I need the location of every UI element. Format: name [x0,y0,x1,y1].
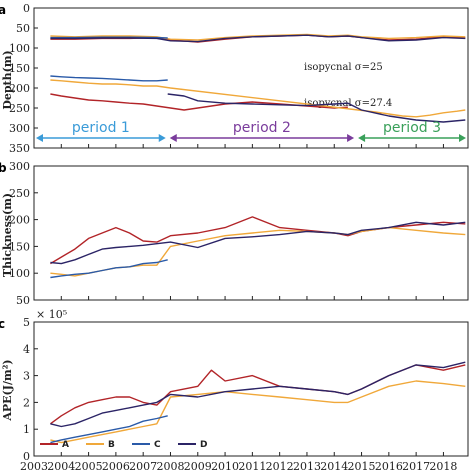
panel-c-exponent: × 10⁵ [36,308,67,321]
panel-a-frame [33,7,469,149]
panel-0-series-C-6 [50,75,168,82]
panel-letter-a: a [0,3,6,17]
xtick-label-2012: 2012 [266,460,294,473]
xtick-label-2014: 2014 [320,460,348,473]
xtick-label-2013: 2013 [293,460,321,473]
panel-c-frame [33,321,469,457]
panel-0-ytick-label-2: 100 [9,42,30,55]
panel-1-series-C-2 [50,259,168,279]
panel-a-ylabel: Depth(m) [1,50,14,109]
panel-letter-c: c [0,317,5,331]
panel-1-ytick-label-2: 150 [9,240,30,253]
panel-1-ytick-label-5: 300 [9,160,30,173]
legend-label-A: A [62,440,69,450]
xtick-label-2018: 2018 [429,460,457,473]
legend-label-B: B [108,440,115,450]
panel-2-ytick-label-5: 5 [23,316,30,329]
panel-1-ytick-label-1: 100 [9,267,30,280]
panel-0-series-B-5 [50,79,466,118]
panel-1-ytick-label-0: 50 [16,294,30,307]
panel-letter-b: b [0,161,7,175]
period-arrow-head-left-1 [169,134,177,142]
xtick-label-2016: 2016 [375,460,403,473]
panel-2-series-D-3 [50,361,466,428]
period-arrow-head-right-0 [158,134,166,142]
period-arrow-head-left-2 [358,134,366,142]
panel-0-series-B-1 [50,33,466,41]
panel-2-ytick-label-2: 2 [23,396,30,409]
panel-1-ytick-label-4: 250 [9,187,30,200]
panel-1-series-A-0 [50,216,466,265]
annotation-isopycnal-25: isopycnal σ=25 [304,62,383,73]
period-label-1: period 2 [233,120,291,136]
period-label-0: period 1 [72,120,130,136]
panel-0-ytick-label-4: 200 [9,82,30,95]
panel-0-ytick-label-6: 300 [9,122,30,135]
panel-0-series-C-2 [50,36,168,39]
panel-b-ylabel: Thickness(m) [1,193,14,277]
panel-1-ytick-label-3: 200 [9,214,30,227]
panel-2-ytick-label-1: 1 [23,423,30,436]
xtick-label-2017: 2017 [402,460,430,473]
period-label-2: period 3 [383,120,441,136]
xtick-label-2004: 2004 [47,460,75,473]
period-arrow-head-left-0 [36,134,43,142]
xtick-label-2005: 2005 [75,460,103,473]
panel-0-ytick-label-1: 50 [16,22,30,35]
panel-b-frame [33,165,469,301]
legend-label-D: D [200,440,207,450]
panel-2-series-C-2 [50,415,168,444]
xtick-label-2003: 2003 [20,460,48,473]
xtick-label-2007: 2007 [129,460,157,473]
period-arrow-head-right-2 [459,134,466,142]
xtick-label-2010: 2010 [211,460,239,473]
panel-0-ytick-label-7: 350 [9,142,30,155]
panel-0-ytick-label-0: 0 [23,2,30,15]
legend-label-C: C [154,440,161,450]
xtick-label-2009: 2009 [184,460,212,473]
panel-2-ytick-label-3: 3 [23,370,30,383]
panel-2-series-B-1 [50,380,466,444]
xtick-label-2008: 2008 [156,460,184,473]
panel-0-ytick-label-3: 150 [9,62,30,75]
panel-0-ytick-label-5: 250 [9,102,30,115]
period-arrow-head-right-1 [347,134,355,142]
panel-2-ytick-label-4: 4 [23,343,30,356]
panel-1-series-D-3 [50,221,466,265]
xtick-label-2006: 2006 [102,460,130,473]
panel-0-series-D-7 [167,93,466,123]
xtick-label-2015: 2015 [348,460,376,473]
xtick-label-2011: 2011 [238,460,266,473]
panel-c-ylabel: APE(J/m²) [1,359,14,421]
panel-0-series-D-3 [50,34,466,43]
panel-2-ytick-label-0: 0 [23,450,30,463]
